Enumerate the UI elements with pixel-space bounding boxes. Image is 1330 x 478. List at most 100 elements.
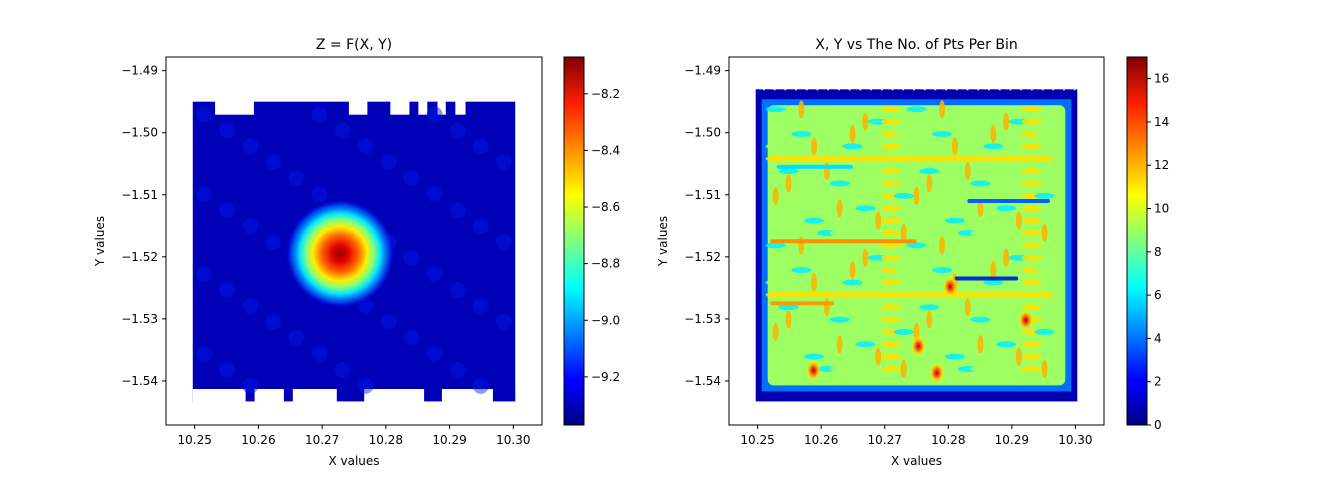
field-texture [426,106,443,123]
x-tick-label: 10.25 [177,433,211,447]
bin-streak [880,118,901,125]
colorbar-right [1126,56,1148,426]
edge-speckle [895,87,898,89]
y-tick-label: −1.54 [684,374,721,388]
bin-streak [855,304,876,311]
bin-streak [906,242,927,249]
edge-speckle [1027,88,1030,90]
bin-streak [880,106,901,113]
x-tick-label: 10.30 [496,433,530,447]
colorbar-tick-label: 12 [1154,158,1169,172]
bin-streak [900,223,907,242]
edge-speckle [934,89,937,91]
edge-speckle [1016,88,1019,90]
bin-streak [1003,248,1010,267]
edge-speckle [1055,87,1058,89]
bin-streak [804,205,825,212]
bin-streak [990,125,997,144]
bin-streak [1034,267,1055,274]
field-texture [357,138,374,155]
y-tick-label: −1.52 [684,250,721,264]
field-texture [449,122,466,139]
edge-speckle [773,89,776,91]
edge-speckle [902,89,905,91]
bin-streak [855,168,876,175]
x-axis-label-right: X values [891,454,942,468]
colorbar-tick-label: 2 [1154,375,1162,389]
field-texture [426,186,443,203]
edge-speckle [1020,89,1023,91]
edge-speckle [1034,87,1037,89]
heatmap-left [192,100,516,403]
field-texture [288,170,305,187]
colorbar-tick-label: −8.4 [591,143,620,157]
bin-streak [1034,328,1055,335]
edge-speckle [891,89,894,91]
edge-speckle [998,89,1001,91]
bin-streak [944,341,965,348]
edge-speckle [927,87,930,89]
bin-streak [875,347,882,366]
bin-streak [893,267,914,274]
edge-speckle [959,87,962,89]
colorbar-tick-label: 10 [1154,202,1169,216]
bin-streak [1021,229,1042,236]
field-texture [334,361,351,378]
heatmap-right [755,87,1078,402]
axes-frame-right [728,56,1105,426]
bin-streak [765,279,786,286]
bin-streak [996,168,1017,175]
edge-speckle [955,89,958,91]
field-texture [242,298,259,315]
bin-streak [829,180,850,187]
bin-streak [1015,211,1022,230]
field-texture [380,313,397,330]
edge-speckle [1009,89,1012,91]
bin-streak [791,131,812,138]
bin-streak [816,106,837,113]
edge-speckle [852,87,855,89]
edge-speckle [930,88,933,90]
field-texture [265,154,282,171]
bin-streak [772,186,779,205]
bin-streak [842,118,863,125]
edge-speckle [1012,87,1015,89]
edge-speckle [848,89,851,91]
bin-streak [791,267,812,274]
field-texture [242,377,259,394]
field-texture [403,170,420,187]
bin-streak [983,118,1004,125]
bin-streak [778,168,799,175]
bin-streak [829,229,850,236]
colorbar-tick-label: −8.8 [591,257,620,271]
chart-title-right: X, Y vs The No. of Pts Per Bin [815,37,1017,53]
edge-speckle [759,88,762,90]
edge-speckle [862,87,865,89]
bin-streak [954,276,1019,281]
bin-streak [880,229,901,236]
edge-speckle [859,89,862,91]
field-tab [492,389,516,402]
bin-streak [776,164,853,169]
edge-speckle [1066,87,1069,89]
bin-streak [880,143,901,150]
colorbar-tick-label: 14 [1154,115,1169,129]
bin-streak [983,254,1004,261]
hotspot [928,361,945,384]
edge-speckle [941,88,944,90]
edge-speckle [880,89,883,91]
bin-streak [798,236,805,255]
bin-streak [970,316,991,323]
bin-streak [913,186,920,205]
bin-streak [1021,254,1042,261]
bin-streak [862,112,869,131]
bin-streak [926,174,933,193]
hotspot [1017,309,1034,332]
edge-speckle [962,88,965,90]
colorbar-tick-label: −9.2 [591,370,620,384]
bin-streak [855,341,876,348]
bin-streak [1041,360,1048,379]
edge-speckle [823,88,826,90]
field-texture [403,329,420,346]
bin-streak [939,236,946,255]
